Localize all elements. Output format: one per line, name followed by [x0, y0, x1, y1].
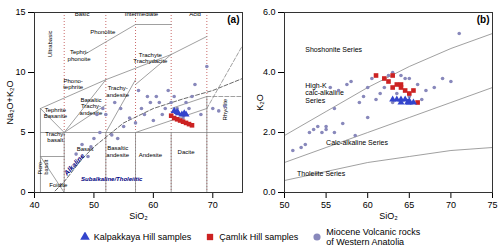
svg-text:Trachy-andesite: Trachy-andesite	[106, 85, 129, 97]
svg-text:6.0: 6.0	[263, 7, 276, 17]
svg-text:Basalt: Basalt	[77, 146, 94, 152]
svg-text:5: 5	[20, 127, 25, 137]
svg-text:Picro-basalt: Picro-basalt	[37, 159, 49, 174]
svg-text:Intermediate: Intermediate	[124, 11, 159, 18]
svg-text:40: 40	[29, 200, 39, 210]
svg-text:70: 70	[208, 200, 218, 210]
svg-text:Tephri-phonoite: Tephri-phonoite	[68, 49, 92, 61]
svg-text:70: 70	[446, 200, 456, 210]
svg-text:65: 65	[404, 200, 414, 210]
svg-text:50: 50	[279, 200, 289, 210]
svg-text:4.0: 4.0	[263, 67, 276, 77]
svg-text:55: 55	[321, 200, 331, 210]
svg-text:SiO₂: SiO₂	[379, 211, 398, 221]
svg-text:Calc-alkaline Series: Calc-alkaline Series	[326, 139, 388, 146]
svg-text:TephriteBasanite: TephriteBasanite	[44, 107, 68, 119]
svg-text:Rhyolite: Rhyolite	[222, 98, 228, 120]
svg-text:60: 60	[363, 200, 373, 210]
svg-text:BasalticTrachy-andesite: BasalticTrachy-andesite	[80, 97, 103, 116]
svg-text:(b): (b)	[477, 14, 490, 25]
svg-text:0: 0	[20, 187, 25, 197]
svg-text:Alkaline: Alkaline	[62, 152, 86, 177]
svg-text:SiO₂: SiO₂	[129, 211, 148, 221]
svg-text:Acid: Acid	[189, 11, 201, 18]
svg-text:Basalticandesite: Basalticandesite	[106, 145, 129, 157]
svg-text:(a): (a)	[227, 14, 239, 25]
svg-text:Trachy-basalt: Trachy-basalt	[45, 131, 65, 143]
svg-text:Basic: Basic	[74, 11, 90, 18]
svg-text:K₂O: K₂O	[255, 94, 265, 111]
svg-text:0.0: 0.0	[263, 187, 276, 197]
svg-text:50: 50	[89, 200, 99, 210]
svg-text:Ultrabasic: Ultrabasic	[47, 31, 53, 58]
svg-text:Foidite: Foidite	[49, 182, 68, 188]
svg-text:Phonolite: Phonolite	[90, 29, 116, 35]
svg-text:2.0: 2.0	[263, 127, 276, 137]
svg-text:Shoshonite Series: Shoshonite Series	[305, 46, 362, 53]
svg-text:High-Kcalc-alkalineSeries: High-Kcalc-alkalineSeries	[305, 82, 344, 104]
svg-text:75: 75	[487, 200, 497, 210]
html-text:Kalpakkaya Hill samples: Kalpakkaya Hill samples	[93, 232, 192, 242]
svg-text:TrachyteTrachydacite: TrachyteTrachydacite	[133, 52, 168, 64]
svg-text:10: 10	[15, 67, 25, 77]
svg-text:Phono-tephrite: Phono-tephrite	[63, 78, 84, 90]
html-text:Çamlık Hill samples: Çamlık Hill samples	[219, 232, 299, 242]
html-text:Miocene Volcanic rocks of West: Miocene Volcanic rocks of Western Anatol…	[326, 227, 421, 247]
svg-text:15: 15	[15, 7, 25, 17]
svg-text:Andesite: Andesite	[139, 152, 163, 158]
svg-text:Subalkaline/Tholeiitic: Subalkaline/Tholeiitic	[81, 176, 143, 182]
svg-text:60: 60	[148, 200, 158, 210]
svg-text:Tholeiite Series: Tholeiite Series	[297, 170, 346, 177]
svg-text:Dacite: Dacite	[178, 149, 196, 155]
svg-text:Na₂O+K₂O: Na₂O+K₂O	[5, 81, 15, 125]
